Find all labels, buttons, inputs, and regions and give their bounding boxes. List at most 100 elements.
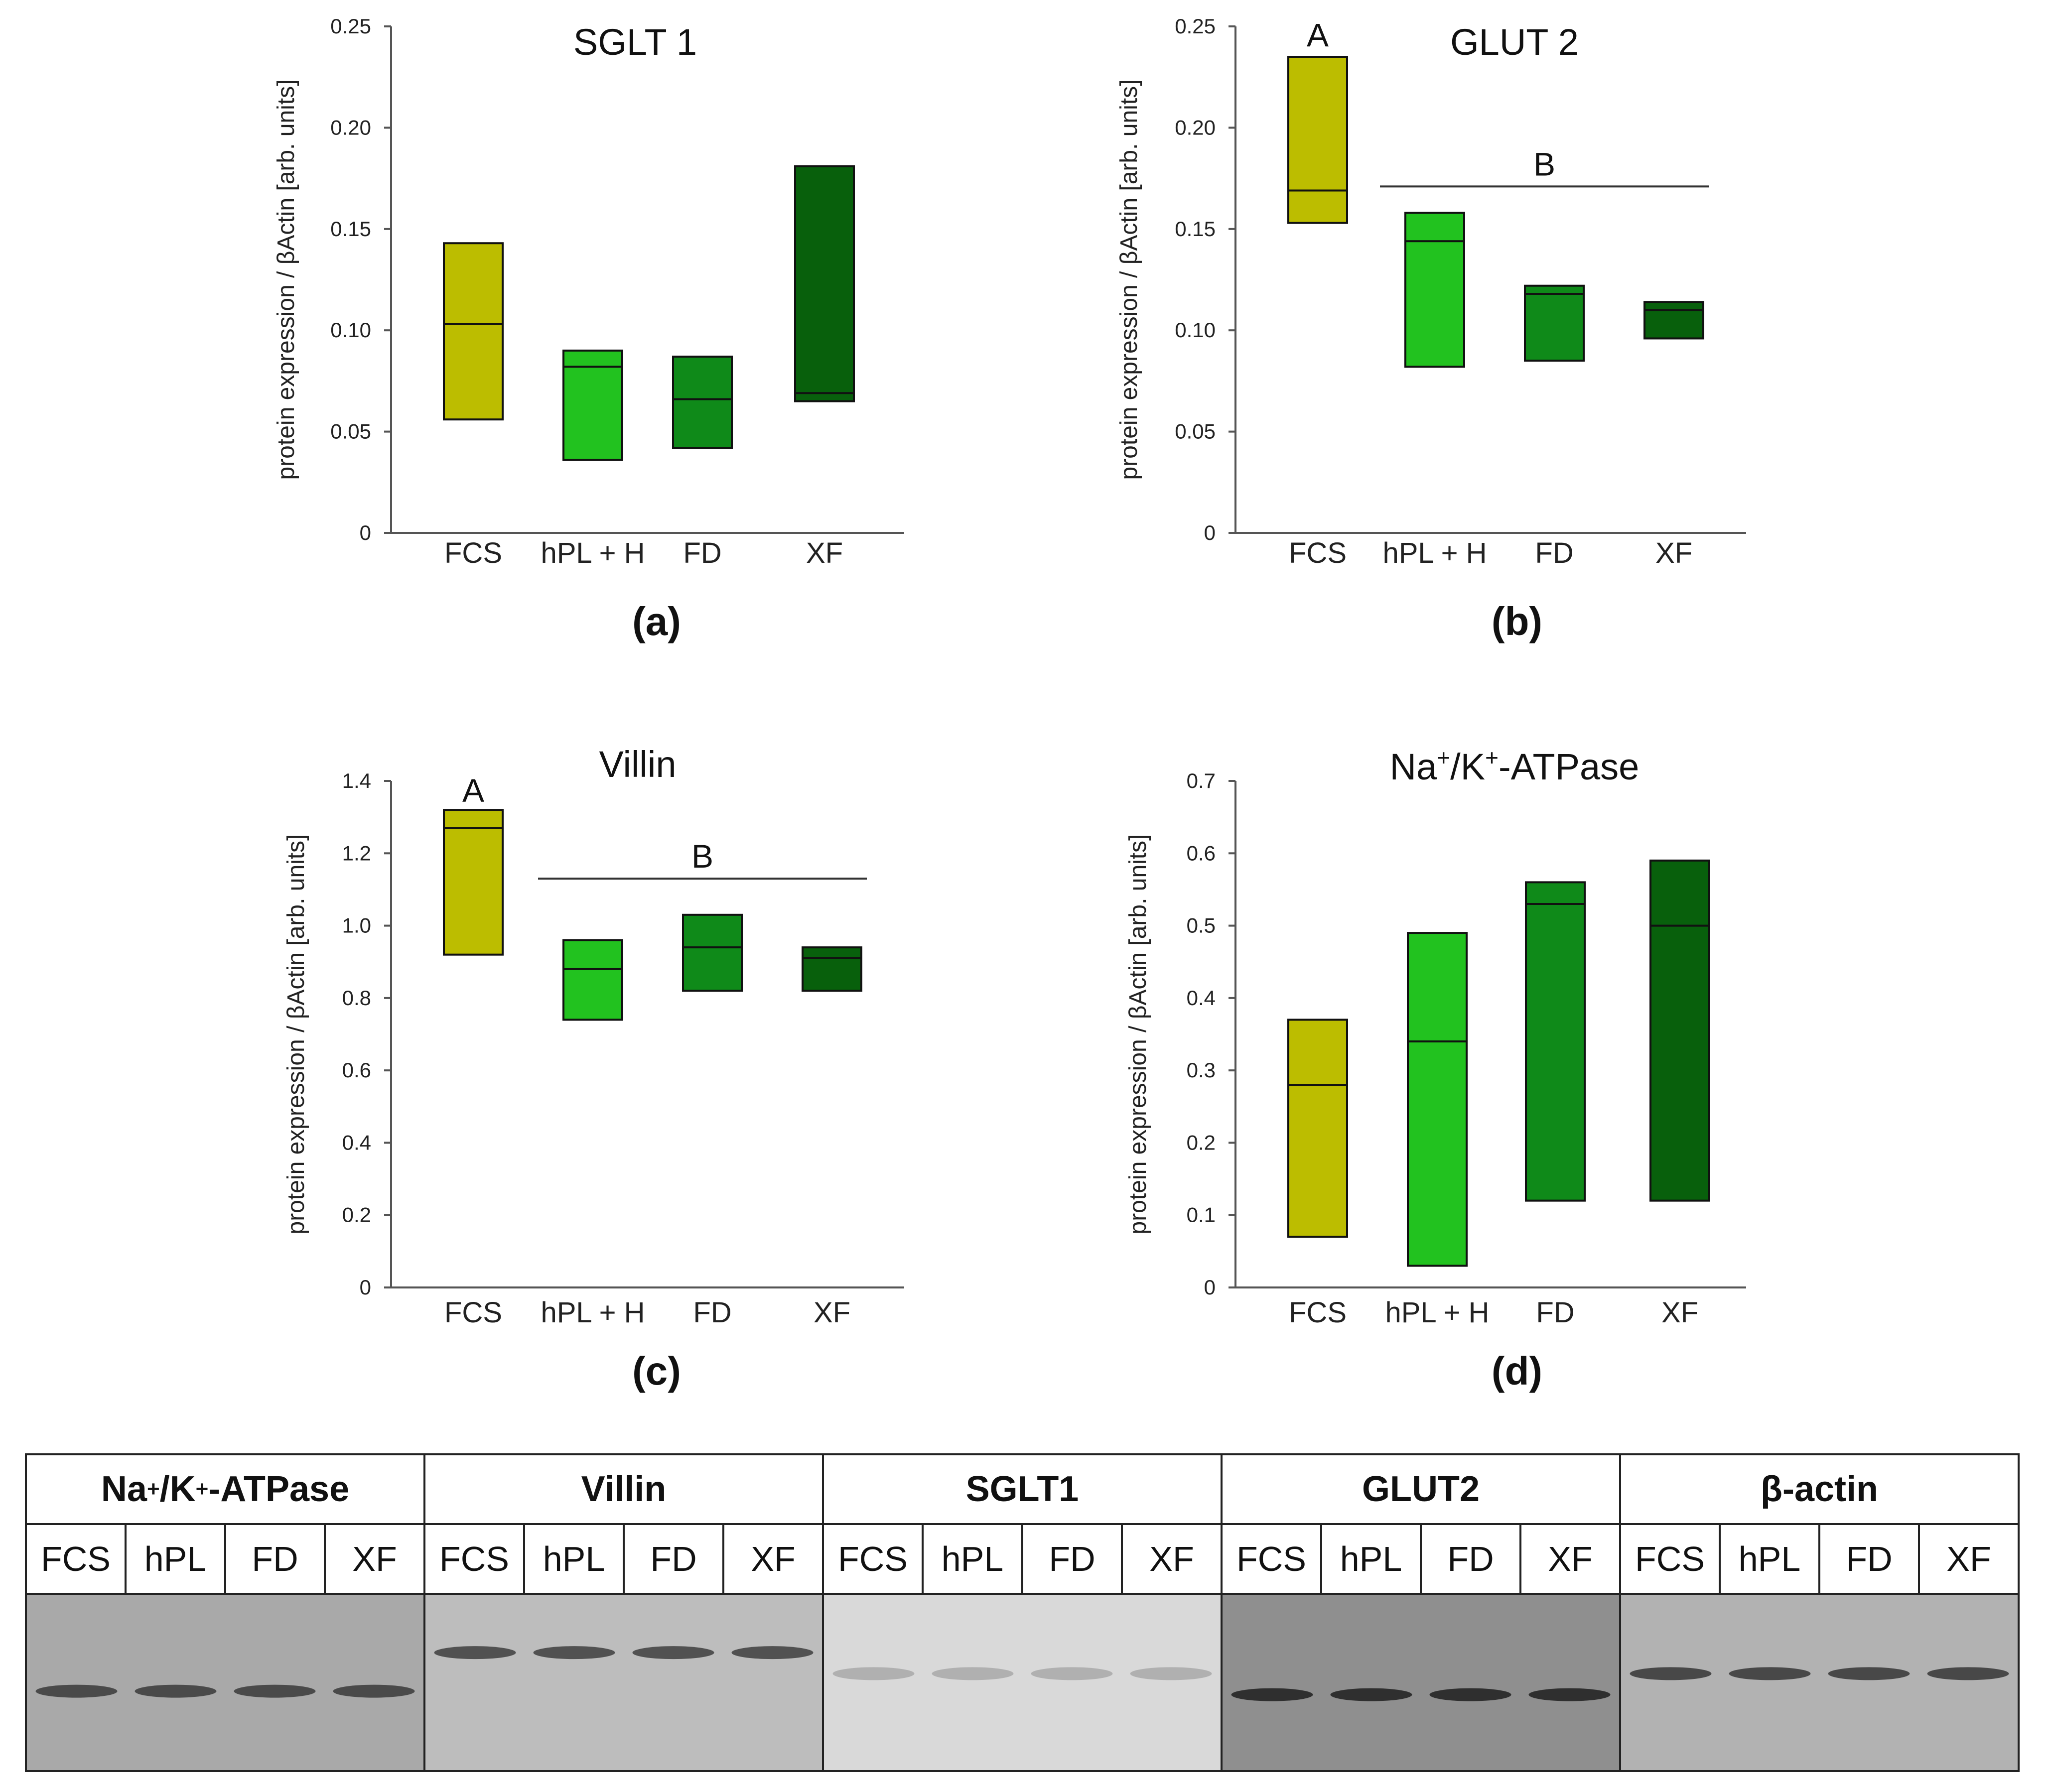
y-tick-label: 0	[1204, 521, 1216, 544]
blot-image-svg	[1223, 1595, 1619, 1770]
box-xf	[802, 946, 862, 992]
blot-band	[35, 1684, 118, 1698]
blot-lane-label: FCS	[1223, 1525, 1322, 1593]
blot-band	[1130, 1667, 1212, 1680]
x-category-label: XF	[814, 1296, 850, 1329]
x-category-label: XF	[1655, 537, 1692, 569]
y-tick-label: 0.25	[1175, 14, 1216, 38]
y-tick-label: 0	[360, 521, 371, 544]
blot-band	[1828, 1667, 1910, 1680]
blot-image	[425, 1595, 822, 1770]
blot-band	[832, 1667, 915, 1680]
blot-band	[1927, 1667, 2009, 1680]
x-category-label: XF	[806, 537, 843, 569]
y-tick-label: 0.15	[330, 217, 371, 241]
y-tick-label: 0.2	[1187, 1131, 1216, 1154]
y-tick-label: 1.0	[342, 914, 371, 937]
blot-lane-label: hPL	[1721, 1525, 1820, 1593]
y-tick-label: 0.4	[342, 1131, 371, 1154]
blot-lane-label: FCS	[824, 1525, 924, 1593]
y-tick-label: 0.10	[1175, 318, 1216, 342]
blot-lane-label: FCS	[1621, 1525, 1721, 1593]
blot-lane-row: FCS hPL FD XF	[27, 1525, 423, 1595]
blot-band	[932, 1667, 1014, 1680]
box-hplh	[562, 349, 623, 461]
blot-image	[27, 1595, 423, 1770]
blot-title: β-actin	[1621, 1455, 2018, 1525]
blot-lane-label: FCS	[27, 1525, 127, 1593]
x-category-label: XF	[1661, 1296, 1698, 1329]
blot-background	[824, 1595, 1221, 1770]
blot-lane-label: hPL	[1322, 1525, 1422, 1593]
y-tick-label: 0.8	[342, 986, 371, 1010]
x-category-label: FD	[1536, 1296, 1574, 1329]
blot-image	[824, 1595, 1221, 1770]
y-tick-label: 0	[360, 1276, 371, 1299]
x-category-label: FD	[683, 537, 721, 569]
box-xf	[1643, 301, 1704, 340]
blot-band	[1231, 1688, 1313, 1701]
panel-label: (b)	[1492, 599, 1542, 643]
box-hplh	[1407, 932, 1468, 1267]
chart-panel-a: 0 0.05 0.10 0.15 0.20 0.25 protein expression …	[273, 14, 904, 643]
box-fcs	[443, 242, 504, 421]
blot-lane-row: FCS hPL FD XF	[1223, 1525, 1619, 1595]
blot-band	[333, 1684, 415, 1698]
significance-label: B	[1533, 145, 1555, 182]
x-category-label: FCS	[1289, 537, 1347, 569]
blot-background	[27, 1595, 423, 1770]
blot-background	[1223, 1595, 1619, 1770]
blot-band	[1330, 1688, 1412, 1701]
blot-panel-beta-actin: β-actin FCS hPL FD XF	[1619, 1453, 2020, 1772]
box-fcs	[1287, 1019, 1348, 1238]
blot-lane-row: FCS hPL FD XF	[824, 1525, 1221, 1595]
blot-lane-row: FCS hPL FD XF	[1621, 1525, 2018, 1595]
blot-panel-na-k-atpase: Na +/K + -ATPase FCS hPL FD XF	[25, 1453, 425, 1772]
blot-lane-label: hPL	[127, 1525, 226, 1593]
panel-label: (c)	[632, 1349, 681, 1393]
blot-band	[1429, 1688, 1511, 1701]
blot-panel-glut2: GLUT2 FCS hPL FD XF	[1221, 1453, 1621, 1772]
blot-image-svg	[1621, 1595, 2018, 1770]
blot-panel-villin: Villin FCS hPL FD XF	[423, 1453, 824, 1772]
blot-lane-label: XF	[1548, 1539, 1593, 1578]
blot-band	[731, 1646, 814, 1660]
significance-label: A	[462, 772, 484, 809]
blot-band	[135, 1684, 217, 1698]
x-category-label: FCS	[1289, 1296, 1347, 1329]
y-tick-label: 0.25	[330, 14, 371, 38]
blot-lane-label: FD	[1820, 1525, 1920, 1593]
y-tick-label: 0.3	[1187, 1058, 1216, 1082]
blot-lane-row: FCS hPL FD XF	[425, 1525, 822, 1595]
significance-label: A	[1307, 16, 1329, 53]
panel-label: (a)	[632, 599, 681, 643]
y-tick-label: 0.6	[1187, 841, 1216, 865]
chart-panel-b: 0 0.05 0.10 0.15 0.20 0.25 protein expression …	[1116, 14, 1746, 643]
blot-lane-label: XF	[751, 1539, 796, 1578]
y-tick-label: 0.20	[330, 116, 371, 139]
y-tick-label: 1.2	[342, 841, 371, 865]
x-category-label: FCS	[444, 537, 502, 569]
y-tick-label: 0.05	[330, 420, 371, 443]
y-tick-label: 0.4	[1187, 986, 1216, 1010]
blot-image-svg	[27, 1595, 423, 1770]
blot-lane-label: XF	[1149, 1539, 1194, 1578]
box-fd	[672, 356, 733, 449]
blot-image-svg	[425, 1595, 822, 1770]
y-tick-label: 0.15	[1175, 217, 1216, 241]
western-blot: Na +/K + -ATPase FCS hPL FD XF Villin FCS h…	[25, 1453, 2028, 1782]
chart-panel-d: 0 0.1 0.2 0.3 0.4 0.5 0.6 0.7 protein expression…	[1125, 745, 1746, 1393]
blot-lane-label: XF	[352, 1539, 397, 1578]
box-fcs	[443, 809, 504, 956]
y-axis-label: protein expression / βActin [arb. units]	[273, 80, 299, 480]
y-tick-label: 1.4	[342, 769, 371, 792]
blot-band	[1031, 1667, 1113, 1680]
blot-lane-label: hPL	[924, 1525, 1023, 1593]
y-tick-label: 0.5	[1187, 914, 1216, 937]
box-fd	[1525, 881, 1586, 1202]
box-fd	[1524, 284, 1585, 362]
blot-band	[632, 1646, 714, 1660]
chart-title: GLUT 2	[1450, 21, 1579, 63]
y-tick-label: 0.20	[1175, 116, 1216, 139]
